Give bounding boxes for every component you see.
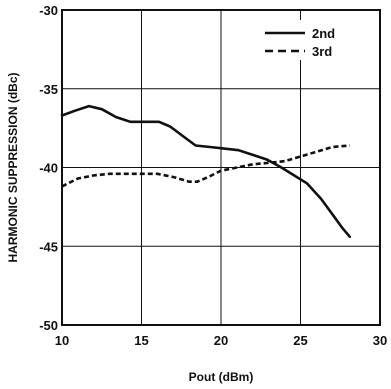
- y-tick-label: -30: [39, 3, 58, 18]
- y-axis-label: HARMONIC SUPPRESSION (dBc): [6, 72, 20, 262]
- y-tick-label: -40: [39, 161, 58, 176]
- y-tick-label: -45: [39, 239, 58, 254]
- y-tick-label: -50: [39, 318, 58, 333]
- x-tick-label: 10: [55, 333, 69, 348]
- x-tick-label: 30: [373, 333, 387, 348]
- y-ticks: -30 -35 -40 -45 -50: [39, 3, 58, 333]
- legend-label-3rd: 3rd: [312, 44, 332, 59]
- series-line-3rd: [61, 144, 350, 188]
- legend-background: [252, 20, 352, 60]
- x-ticks: 10 15 20 25 30: [55, 333, 387, 348]
- grid: [62, 10, 380, 325]
- x-axis-label: Pout (dBm): [189, 370, 254, 384]
- legend-label-2nd: 2nd: [312, 26, 335, 41]
- x-tick-label: 20: [214, 333, 228, 348]
- x-tick-label: 25: [293, 333, 307, 348]
- series-line-2nd: [60, 104, 352, 239]
- x-tick-label: 15: [134, 333, 148, 348]
- y-tick-label: -35: [39, 82, 58, 97]
- plot-frame: [61, 9, 381, 326]
- series-group: [60, 104, 352, 239]
